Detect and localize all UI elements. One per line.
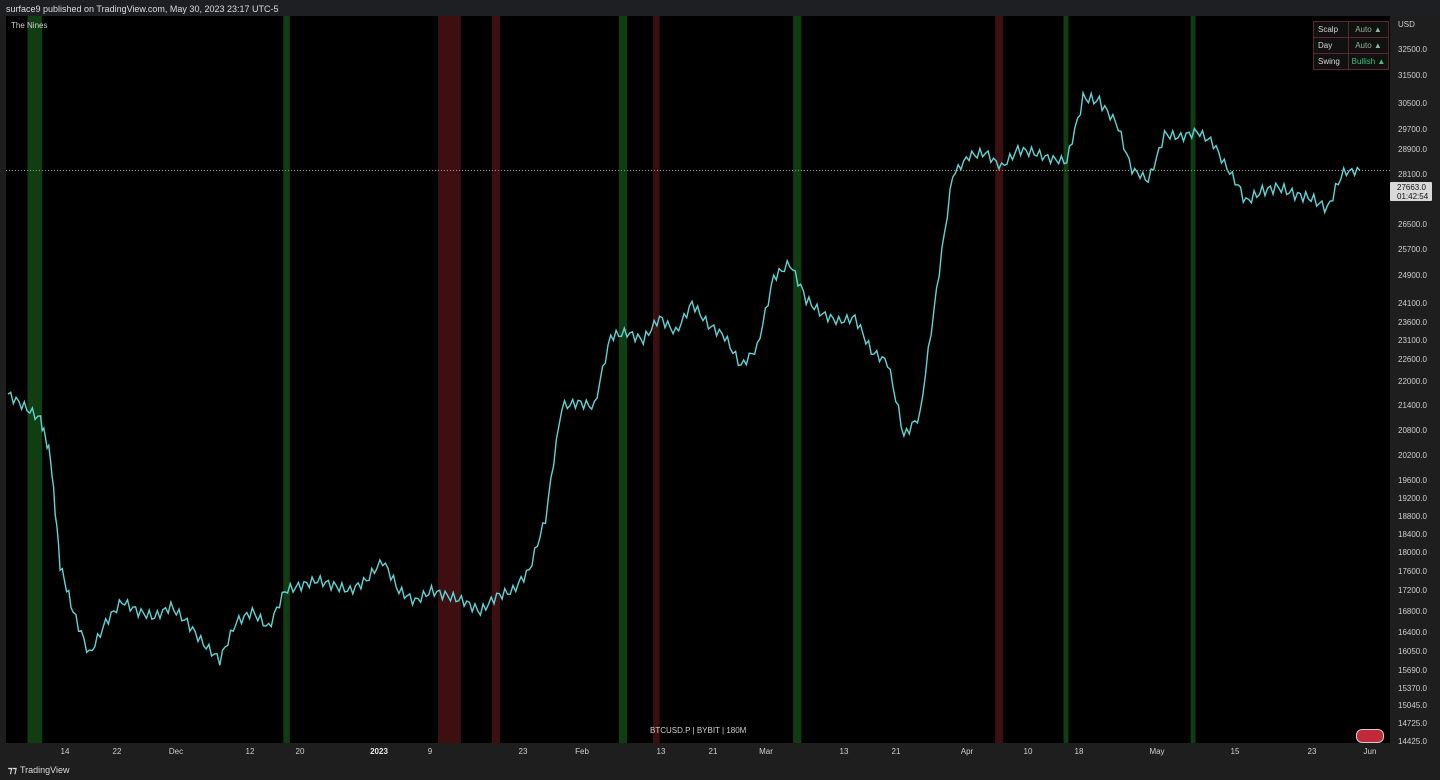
current-price-value: 27663.0 [1397, 183, 1426, 192]
price-tick-label: 15045.0 [1398, 701, 1427, 710]
price-tick-label: 19200.0 [1398, 494, 1427, 503]
time-tick-label: Dec [168, 747, 184, 756]
status-value: Auto ▲ [1355, 25, 1382, 34]
signal-band [995, 16, 1004, 743]
price-tick-label: 18000.0 [1398, 548, 1427, 557]
publish-info: surface9 published on TradingView.com, M… [6, 4, 279, 14]
price-tick-label: 16800.0 [1398, 607, 1427, 616]
symbol-label: BTCUSD.P | BYBIT | 180M [650, 726, 747, 735]
time-tick-label: 23 [1307, 747, 1317, 756]
price-tick-label: 31500.0 [1398, 71, 1427, 80]
price-tick-label: 22000.0 [1398, 377, 1427, 386]
status-table: Scalp Auto ▲ Day Auto ▲ Swing Bullish ▲ [1313, 21, 1389, 70]
price-tick-label: 20200.0 [1398, 451, 1427, 460]
current-price-label: 27663.0 01:42:54 [1390, 182, 1432, 201]
price-tick-label: 32500.0 [1398, 45, 1427, 54]
status-row-swing: Swing Bullish ▲ [1314, 54, 1388, 69]
signal-band [793, 16, 802, 743]
time-tick-label: 23 [518, 747, 528, 756]
price-tick-label: 20800.0 [1398, 426, 1427, 435]
price-tick-label: 14725.0 [1398, 719, 1427, 728]
time-tick-label: 2023 [370, 747, 388, 756]
time-tick-label: 21 [708, 747, 718, 756]
signal-band [27, 16, 43, 743]
indicator-label[interactable]: The Nines [11, 21, 48, 30]
price-chart[interactable] [6, 16, 1390, 743]
time-tick-label: 14 [60, 747, 70, 756]
status-value: Bullish ▲ [1351, 57, 1386, 66]
brand-name: TradingView [19, 765, 70, 775]
status-key: Scalp [1314, 22, 1349, 37]
time-tick-label: 22 [112, 747, 122, 756]
price-series-line [7, 90, 1361, 666]
time-tick-label: 12 [245, 747, 255, 756]
footer-bar: ⁊⁊ TradingView [0, 761, 1440, 780]
time-tick-label: 20 [295, 747, 305, 756]
publish-bar: surface9 published on TradingView.com, M… [0, 0, 1440, 18]
status-row-day: Day Auto ▲ [1314, 38, 1388, 54]
price-tick-label: 23600.0 [1398, 318, 1427, 327]
signal-band [1190, 16, 1196, 743]
bar-countdown: 01:42:54 [1397, 192, 1429, 201]
time-tick-label: May [1149, 747, 1165, 756]
price-tick-label: 28900.0 [1398, 145, 1427, 154]
price-tick-label: 15690.0 [1398, 666, 1427, 675]
status-key: Day [1314, 38, 1349, 53]
signal-band [438, 16, 461, 743]
time-tick-label: 13 [839, 747, 849, 756]
price-tick-label: 16050.0 [1398, 647, 1427, 656]
price-axis-unit: USD [1398, 20, 1415, 29]
tradingview-logo-icon[interactable]: ⁊⁊ TradingView [8, 765, 70, 775]
price-tick-label: 29700.0 [1398, 125, 1427, 134]
time-tick-label: 18 [1074, 747, 1084, 756]
time-tick-label: Mar [759, 747, 773, 756]
price-tick-label: 19600.0 [1398, 476, 1427, 485]
price-tick-label: 26500.0 [1398, 220, 1427, 229]
status-row-scalp: Scalp Auto ▲ [1314, 22, 1388, 38]
signal-band [1063, 16, 1069, 743]
price-tick-label: 18400.0 [1398, 530, 1427, 539]
price-tick-label: 28100.0 [1398, 170, 1427, 179]
signal-band [653, 16, 660, 743]
price-tick-label: 14425.0 [1398, 737, 1427, 746]
price-tick-label: 25700.0 [1398, 245, 1427, 254]
price-tick-label: 23100.0 [1398, 336, 1427, 345]
time-tick-label: 15 [1230, 747, 1240, 756]
time-tick-label: 21 [891, 747, 901, 756]
status-value: Auto ▲ [1355, 41, 1382, 50]
price-tick-label: 22600.0 [1398, 355, 1427, 364]
flag-icon[interactable] [1356, 729, 1384, 743]
signal-band [491, 16, 500, 743]
chart-area[interactable] [6, 16, 1390, 743]
price-tick-label: 24100.0 [1398, 299, 1427, 308]
price-tick-label: 18800.0 [1398, 512, 1427, 521]
time-tick-label: 9 [427, 747, 433, 756]
price-tick-label: 17600.0 [1398, 567, 1427, 576]
price-tick-label: 15370.0 [1398, 684, 1427, 693]
status-key: Swing [1314, 54, 1349, 69]
time-tick-label: Apr [960, 747, 974, 756]
price-tick-label: 30500.0 [1398, 99, 1427, 108]
price-tick-label: 17200.0 [1398, 586, 1427, 595]
price-tick-label: 16400.0 [1398, 628, 1427, 637]
price-tick-label: 24900.0 [1398, 271, 1427, 280]
price-tick-label: 21400.0 [1398, 401, 1427, 410]
signal-band [283, 16, 290, 743]
time-tick-label: 10 [1023, 747, 1033, 756]
time-tick-label: Feb [575, 747, 589, 756]
time-tick-label: 13 [656, 747, 666, 756]
time-axis[interactable]: 14 22 Dec 12 20 2023 9 23 Feb 13 21 Mar 13 21 Apr 10 18 M… [6, 743, 1390, 761]
signal-band [618, 16, 627, 743]
price-axis[interactable]: USD 32500.0 31500.0 30500.0 29700.0 28900.0 2… [1390, 16, 1440, 746]
time-tick-label: Jun [1363, 747, 1377, 756]
